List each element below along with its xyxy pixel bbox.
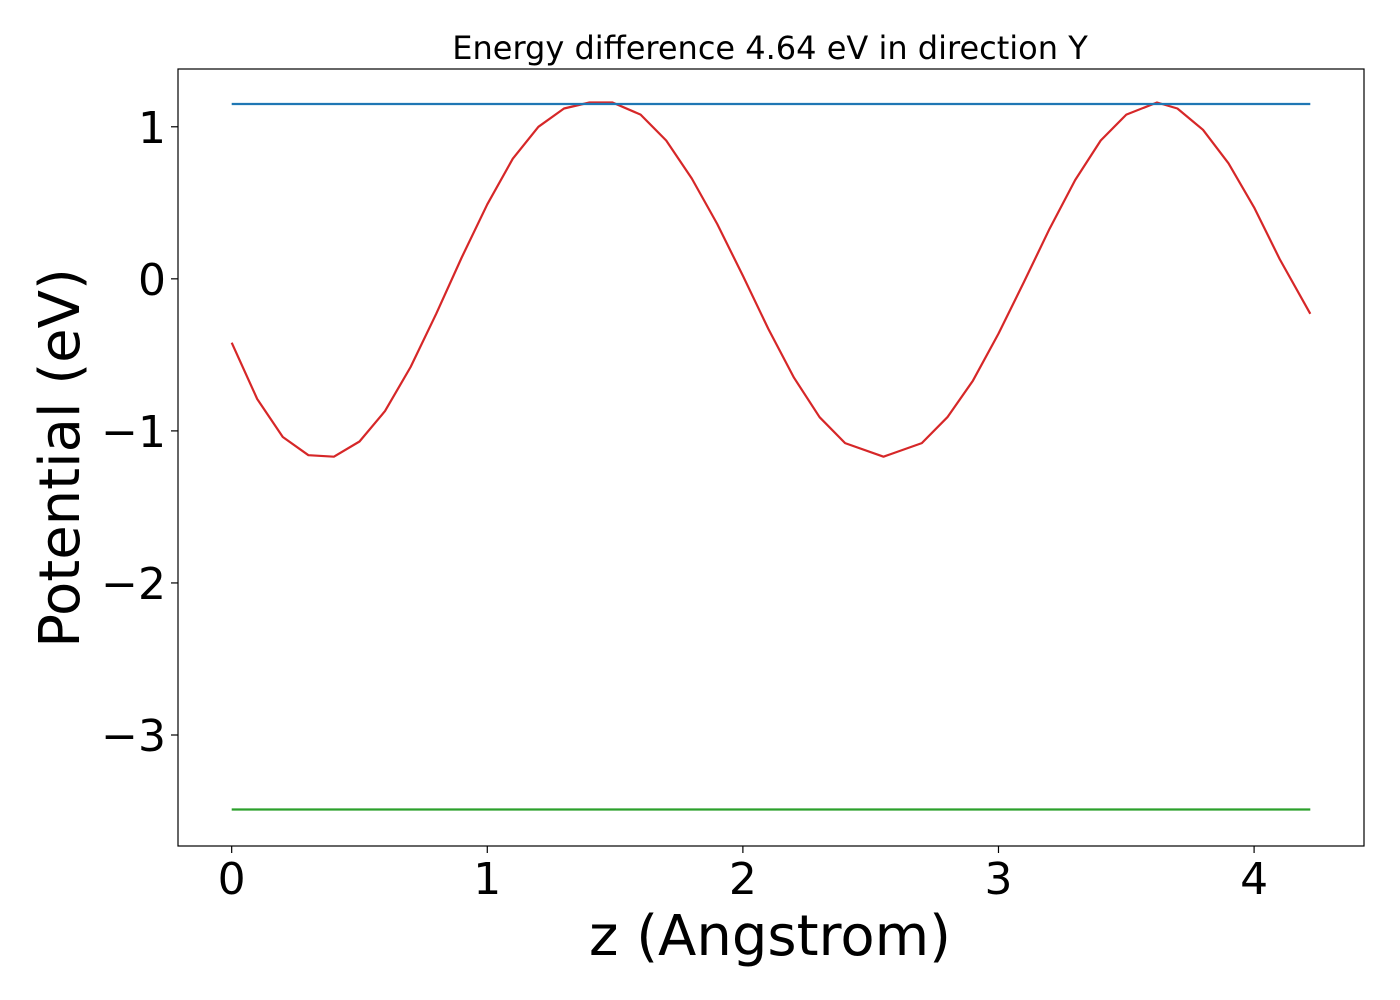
y-tick-label: −3	[101, 711, 166, 762]
x-tick-label: 3	[984, 854, 1012, 905]
series-layer	[230, 101, 1312, 811]
y-tick-label: −2	[101, 559, 166, 610]
x-tick-label: 4	[1240, 854, 1268, 905]
x-axis-ticks: 0 1 2 3 4	[218, 846, 1268, 905]
y-axis-ticks: 1 0 −1 −2 −3	[101, 103, 178, 762]
x-tick-label: 1	[473, 854, 501, 905]
x-tick-label: 2	[729, 854, 757, 905]
y-axis-label: Potential (eV)	[28, 268, 93, 648]
x-axis-label: z (Angstrom)	[589, 904, 951, 969]
y-tick-label: 1	[138, 103, 166, 154]
y-tick-label: −1	[101, 407, 166, 458]
x-tick-label: 0	[218, 854, 246, 905]
chart-title: Energy difference 4.64 eV in direction Y	[452, 29, 1088, 67]
plot-frame	[177, 68, 1365, 847]
series-line-1	[230, 101, 1312, 458]
y-tick-label: 0	[138, 255, 166, 306]
